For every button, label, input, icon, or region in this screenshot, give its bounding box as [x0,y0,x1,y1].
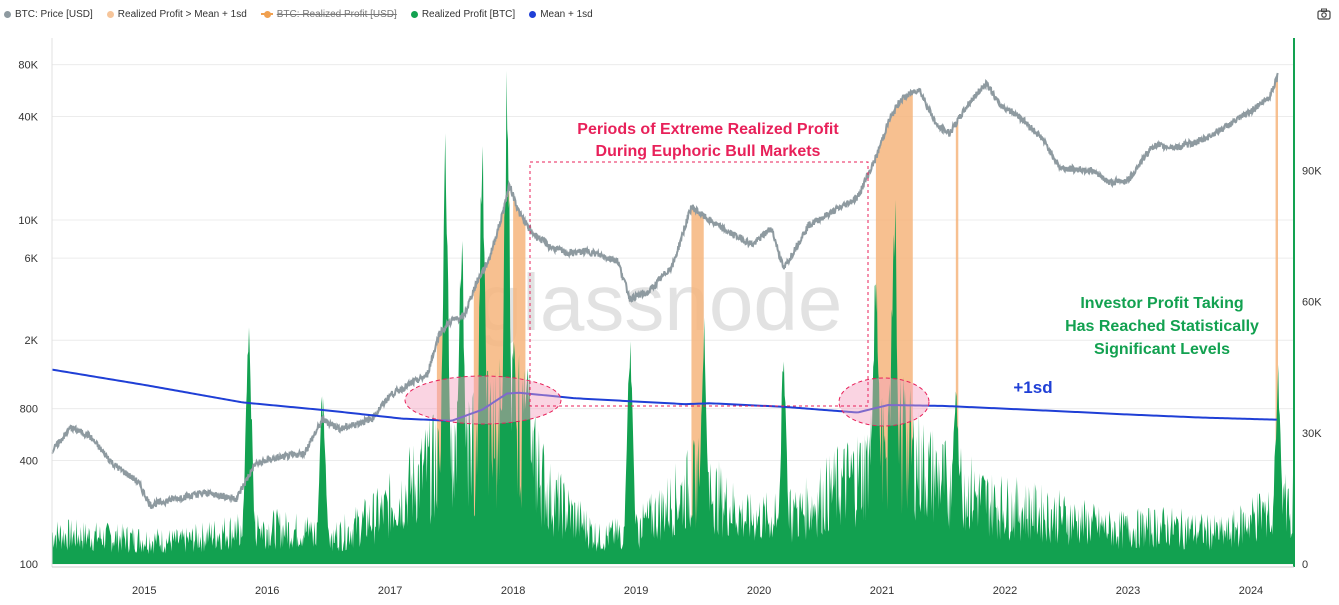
legend-item-realized-btc[interactable]: Realized Profit [BTC] [410,8,516,20]
x-tick-2018: 2018 [501,585,525,597]
watermark: glassnode [478,258,843,347]
x-tick-2023: 2023 [1116,585,1140,597]
legend-price-label: BTC: Price [USD] [15,8,93,20]
left-tick-10K: 10K [18,215,38,227]
highlight-ellipse-2021 [838,377,930,427]
legend-mean-sd-marker [529,10,537,18]
annotation-investor-line3: Significant Levels [1094,341,1230,358]
camera-icon[interactable] [1317,8,1331,20]
left-tick-6K: 6K [25,253,39,265]
right-axis-ticks: 0 30K 60K 90K [1302,165,1322,571]
x-tick-2017: 2017 [378,585,402,597]
annotation-periods-line1: Periods of Extreme Realized Profit [577,121,839,138]
annotation-periods-line2: During Euphoric Bull Markets [596,143,821,160]
highlight-ellipse-2017 [404,375,562,425]
legend-item-realized-usd[interactable]: BTC: Realized Profit [USD] [260,8,397,20]
legend-realized-btc-marker [410,10,418,18]
left-tick-2K: 2K [25,335,39,347]
x-tick-2022: 2022 [993,585,1017,597]
legend-realized-btc-label: Realized Profit [BTC] [421,8,516,20]
legend-extreme-marker [106,10,114,18]
x-tick-2020: 2020 [747,585,771,597]
price-line [51,72,1279,510]
x-tick-2016: 2016 [255,585,279,597]
x-tick-2015: 2015 [132,585,156,597]
x-tick-2021: 2021 [870,585,894,597]
legend-mean-sd-label: Mean + 1sd [540,8,593,20]
legend-item-extreme[interactable]: Realized Profit > Mean + 1sd [106,8,247,20]
left-axis-ticks: 100 400 800 2K 6K 10K 40K 80K [18,60,38,571]
left-tick-100: 100 [20,559,38,571]
legend-item-mean-sd[interactable]: Mean + 1sd [529,9,593,20]
legend-price-marker [4,10,11,18]
price-series [51,72,1279,510]
legend-realized-usd-marker [260,10,273,18]
x-tick-2019: 2019 [624,585,648,597]
mean-sd-series [51,368,1277,422]
annotation-investor-line1: Investor Profit Taking [1080,295,1243,312]
x-axis-ticks: 2015 2016 2017 2018 2019 2020 2021 2022 2023 2024 [132,585,1263,597]
right-tick-30K: 30K [1302,428,1322,440]
right-tick-90K: 90K [1302,165,1322,177]
left-tick-40K: 40K [18,111,38,123]
left-tick-80K: 80K [18,60,38,72]
right-tick-60K: 60K [1302,297,1322,309]
legend-realized-usd-label: BTC: Realized Profit [USD] [276,8,397,20]
annotation-investor-line2: Has Reached Statistically [1065,318,1259,335]
periods-bracket [529,161,869,407]
mean-sd-line [51,368,1277,422]
legend-extreme-label: Realized Profit > Mean + 1sd [117,8,247,20]
right-tick-0: 0 [1302,559,1308,571]
x-tick-2024: 2024 [1239,585,1263,597]
annotation-sd-label: +1sd [1013,378,1052,397]
legend: BTC: Price [USD] Realized Profit > Mean … [4,6,607,22]
legend-item-price[interactable]: BTC: Price [USD] [4,9,93,20]
left-tick-400: 400 [20,455,38,467]
left-tick-800: 800 [20,404,38,416]
